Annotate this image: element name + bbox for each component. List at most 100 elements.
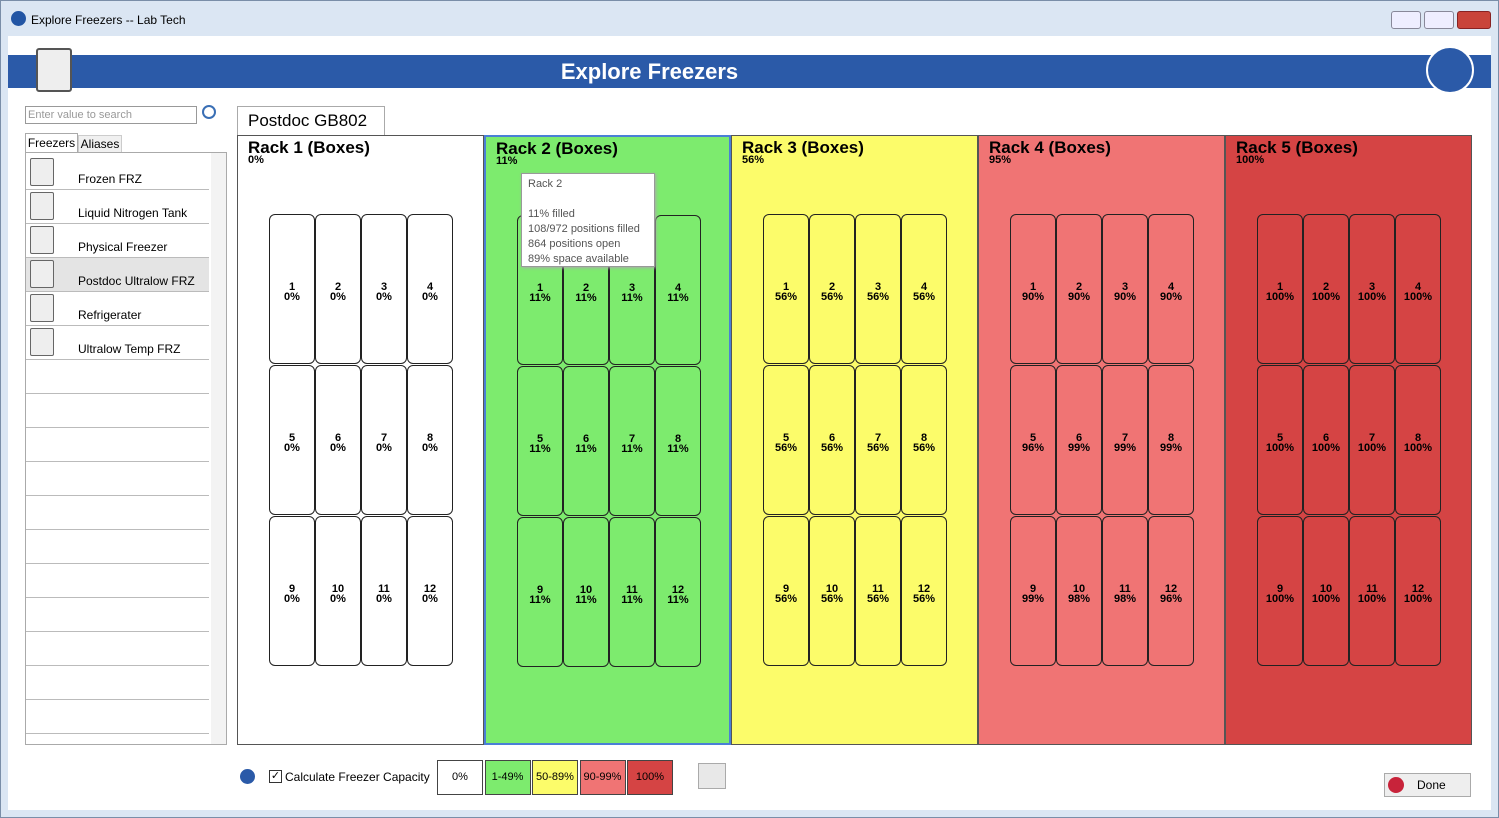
box[interactable]: 2 56%	[809, 214, 855, 364]
rack-name: Rack 3 (Boxes)	[742, 138, 864, 157]
box[interactable]: 10 98%	[1056, 516, 1102, 666]
box[interactable]: 2 90%	[1056, 214, 1102, 364]
box[interactable]: 10 56%	[809, 516, 855, 666]
tooltip-line: 11% filled	[528, 208, 575, 220]
box[interactable]: 5 0%	[269, 365, 315, 515]
freezer-item[interactable]: Refrigerater	[26, 292, 209, 326]
freezer-item[interactable]: Ultralow Temp FRZ	[26, 326, 209, 360]
box-id: 12	[423, 583, 437, 595]
box[interactable]: 12 100%	[1395, 516, 1441, 666]
box-fill: 100%	[1265, 291, 1295, 303]
box-id: 5	[1276, 432, 1284, 444]
rack[interactable]: Rack 5 (Boxes) 100% 1 100% 2 100% 3 100% 4 100% 5 1…	[1225, 135, 1472, 745]
box[interactable]: 5 56%	[763, 365, 809, 515]
search-input[interactable]: Enter value to search	[25, 106, 197, 124]
box[interactable]: 9 0%	[269, 516, 315, 666]
box[interactable]: 6 0%	[315, 365, 361, 515]
box[interactable]: 6 11%	[563, 366, 609, 516]
box[interactable]: 11 0%	[361, 516, 407, 666]
tab[interactable]: Freezers	[25, 133, 78, 153]
box[interactable]: 1 56%	[763, 214, 809, 364]
search-button[interactable]	[202, 105, 216, 119]
freezer-name: Frozen FRZ	[78, 172, 143, 186]
freezer-logo	[36, 48, 72, 92]
rack-name: Rack 4 (Boxes)	[989, 138, 1111, 157]
box[interactable]: 5 11%	[517, 366, 563, 516]
rack[interactable]: Rack 1 (Boxes) 0% 1 0% 2 0% 3 0% 4 0% 5 0% 6 0% 7 0% 8 0%…	[237, 135, 484, 745]
box[interactable]: 4 56%	[901, 214, 947, 364]
legend-swatch: 0%	[437, 760, 483, 795]
box[interactable]: 7 100%	[1349, 365, 1395, 515]
empty-row	[26, 666, 209, 700]
box[interactable]: 12 96%	[1148, 516, 1194, 666]
box[interactable]: 4 100%	[1395, 214, 1441, 364]
box[interactable]: 4 11%	[655, 215, 701, 365]
box[interactable]: 9 11%	[517, 517, 563, 667]
freezer-tab[interactable]: Postdoc GB802	[237, 106, 385, 135]
box-fill: 0%	[284, 291, 300, 303]
box[interactable]: 1 0%	[269, 214, 315, 364]
rack[interactable]: Rack 4 (Boxes) 95% 1 90% 2 90% 3 90% 4 90% 5 96% 6 99…	[978, 135, 1225, 745]
empty-row	[26, 462, 209, 496]
box[interactable]: 7 0%	[361, 365, 407, 515]
box[interactable]: 7 99%	[1102, 365, 1148, 515]
box[interactable]: 7 56%	[855, 365, 901, 515]
box-id: 2	[582, 282, 590, 294]
freezer-item[interactable]: Frozen FRZ	[26, 156, 209, 190]
box[interactable]: 6 99%	[1056, 365, 1102, 515]
freezer-item[interactable]: Liquid Nitrogen Tank	[26, 190, 209, 224]
close-button[interactable]	[1457, 11, 1491, 29]
minimize-button[interactable]	[1391, 11, 1421, 29]
box[interactable]: 6 56%	[809, 365, 855, 515]
box[interactable]: 3 100%	[1349, 214, 1395, 364]
box-fill: 56%	[866, 593, 890, 605]
box[interactable]: 9 100%	[1257, 516, 1303, 666]
box[interactable]: 11 11%	[609, 517, 655, 667]
scrollbar[interactable]	[211, 153, 226, 744]
box[interactable]: 1 100%	[1257, 214, 1303, 364]
box[interactable]: 10 0%	[315, 516, 361, 666]
box-id: 6	[582, 433, 590, 445]
box[interactable]: 3 56%	[855, 214, 901, 364]
box[interactable]: 8 100%	[1395, 365, 1441, 515]
box[interactable]: 2 100%	[1303, 214, 1349, 364]
box[interactable]: 12 0%	[407, 516, 453, 666]
box[interactable]: 8 56%	[901, 365, 947, 515]
freezer-item[interactable]: Physical Freezer	[26, 224, 209, 258]
box[interactable]: 7 11%	[609, 366, 655, 516]
box[interactable]: 4 0%	[407, 214, 453, 364]
box[interactable]: 11 56%	[855, 516, 901, 666]
maximize-button[interactable]	[1424, 11, 1454, 29]
box[interactable]: 1 90%	[1010, 214, 1056, 364]
box[interactable]: 12 56%	[901, 516, 947, 666]
checkbox[interactable]: ✓	[269, 770, 282, 783]
box[interactable]: 8 99%	[1148, 365, 1194, 515]
box[interactable]: 5 96%	[1010, 365, 1056, 515]
box[interactable]: 9 56%	[763, 516, 809, 666]
tab[interactable]: Aliases	[78, 135, 122, 153]
box[interactable]: 8 11%	[655, 366, 701, 516]
print-button[interactable]	[698, 763, 726, 789]
box[interactable]: 10 11%	[563, 517, 609, 667]
freezer-icon	[30, 328, 54, 356]
box[interactable]: 11 100%	[1349, 516, 1395, 666]
box[interactable]: 9 99%	[1010, 516, 1056, 666]
box[interactable]: 3 0%	[361, 214, 407, 364]
rack[interactable]: Rack 3 (Boxes) 56% 1 56% 2 56% 3 56% 4 56% 5 56% 6 56…	[731, 135, 978, 745]
box[interactable]: 11 98%	[1102, 516, 1148, 666]
box-fill: 11%	[529, 443, 551, 455]
box[interactable]: 12 11%	[655, 517, 701, 667]
rack-fill: 95%	[989, 154, 1012, 166]
box[interactable]: 2 0%	[315, 214, 361, 364]
box[interactable]: 3 90%	[1102, 214, 1148, 364]
box[interactable]: 5 100%	[1257, 365, 1303, 515]
help-icon[interactable]	[240, 769, 255, 784]
freezer-item[interactable]: Postdoc Ultralow FRZ	[26, 258, 209, 292]
box-fill: 0%	[284, 442, 300, 454]
freezer-name: Liquid Nitrogen Tank	[78, 206, 188, 220]
box[interactable]: 4 90%	[1148, 214, 1194, 364]
box[interactable]: 10 100%	[1303, 516, 1349, 666]
box-fill: 56%	[866, 442, 890, 454]
box[interactable]: 6 100%	[1303, 365, 1349, 515]
box[interactable]: 8 0%	[407, 365, 453, 515]
